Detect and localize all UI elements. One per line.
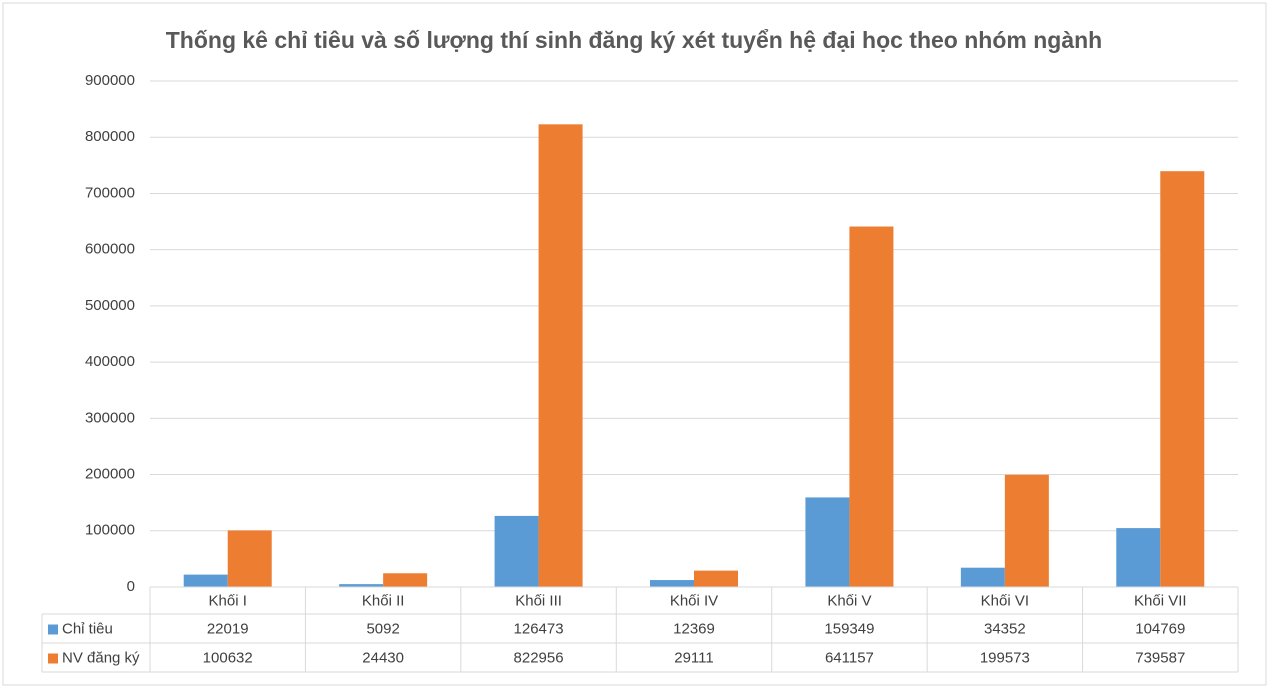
- table-value: 126473: [514, 620, 564, 637]
- bar: [1116, 528, 1161, 587]
- table-value: 739587: [1135, 649, 1185, 666]
- bar: [494, 515, 539, 587]
- table-value: 822956: [514, 649, 564, 666]
- x-tick-label: Khối III: [515, 592, 562, 609]
- table-value: 12369: [673, 620, 715, 637]
- bar: [1004, 474, 1049, 587]
- table-value: 34352: [984, 620, 1026, 637]
- y-tick-label: 600000: [85, 241, 135, 258]
- table-value: 22019: [207, 620, 249, 637]
- x-tick-label: Khối IV: [670, 592, 718, 609]
- table-value: 199573: [980, 649, 1030, 666]
- x-tick-label: Khối V: [827, 592, 871, 609]
- x-tick-label: Khối VII: [1134, 592, 1187, 609]
- bar: [960, 567, 1005, 587]
- x-tick-label: Khối I: [209, 592, 247, 609]
- table-value: 159349: [824, 620, 874, 637]
- y-tick-label: 100000: [85, 522, 135, 539]
- legend-label: NV đăng ký: [62, 649, 140, 666]
- bar: [538, 124, 583, 587]
- bar: [650, 580, 694, 587]
- table-value: 641157: [825, 649, 874, 666]
- table-value: 104769: [1135, 620, 1185, 637]
- legend-label: Chỉ tiêu: [62, 620, 113, 637]
- bar: [227, 530, 272, 587]
- legend-key: [48, 624, 58, 635]
- y-tick-label: 700000: [85, 184, 135, 201]
- table-value: 100632: [203, 649, 253, 666]
- table-value: 29111: [674, 649, 714, 666]
- y-tick-label: 200000: [85, 466, 135, 483]
- x-tick-label: Khối VI: [981, 592, 1029, 609]
- bar: [339, 584, 384, 587]
- bar: [383, 573, 428, 587]
- bar: [849, 226, 894, 587]
- y-tick-label: 400000: [85, 353, 135, 370]
- x-tick-label: Khối II: [362, 592, 405, 609]
- table-value: 24430: [362, 649, 404, 666]
- bar: [1160, 171, 1205, 588]
- table-value: 5092: [366, 620, 399, 637]
- bar: [805, 497, 850, 587]
- chart-title: Thống kê chỉ tiêu và số lượng thí sinh đ…: [166, 27, 1102, 53]
- bar: [694, 570, 738, 587]
- y-tick-label: 300000: [85, 409, 135, 426]
- y-tick-label: 500000: [85, 297, 135, 314]
- bar: [183, 574, 228, 587]
- y-tick-label: 900000: [85, 72, 135, 89]
- legend-key: [48, 653, 58, 664]
- y-tick-label: 800000: [85, 128, 135, 145]
- y-tick-label: 0: [127, 578, 135, 595]
